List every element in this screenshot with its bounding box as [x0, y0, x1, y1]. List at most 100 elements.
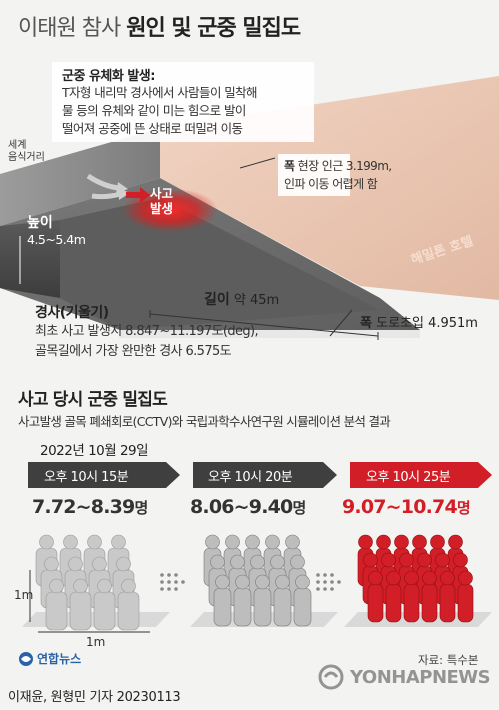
flow-arrow-head-2-icon [118, 188, 130, 200]
person-head [111, 534, 126, 550]
person-head [381, 552, 396, 568]
person-head [270, 554, 285, 570]
person-head [245, 534, 260, 550]
density-title: 사고 당시 군중 밀집도 [18, 390, 168, 410]
transition-dot-icon [330, 573, 334, 577]
person-head [210, 554, 225, 570]
transition-dot-icon [330, 580, 334, 584]
logo-text: 연합뉴스 [37, 652, 82, 666]
transition-dot-icon [316, 573, 320, 577]
transition-dot-icon [323, 580, 327, 584]
slope-line-2: 골목길에서 가장 완만한 경사 6.575도 [35, 344, 232, 359]
person-body [93, 591, 116, 631]
person-head [458, 570, 473, 586]
yonhap-watermark-icon [318, 664, 344, 690]
person-body [293, 587, 312, 627]
person-body [421, 583, 438, 623]
accident-zone [122, 188, 218, 232]
person-head [417, 552, 432, 568]
person-head [394, 534, 409, 550]
person-head [215, 574, 230, 590]
person-body [439, 583, 456, 623]
person-body [213, 587, 232, 627]
person-body [403, 583, 420, 623]
person-body [385, 583, 402, 623]
crowd-fluid-line-1: T자형 내리막 경사에서 사람들이 밀착해 [62, 85, 258, 100]
length-label: 길이 약 45m [204, 289, 279, 309]
slope-head: 경사(기울기) [35, 305, 109, 321]
person-head [295, 574, 310, 590]
person-head [435, 552, 450, 568]
transition-dot-icon [167, 580, 171, 584]
density-range-3: 9.07~10.74 [342, 496, 458, 518]
person-head [275, 574, 290, 590]
road-width-value: 도로초입 4.951m [376, 316, 478, 331]
time-label-3: 오후 10시 25분 [366, 469, 451, 485]
transition-dot-icon [160, 580, 164, 584]
street-label-line-2: 음식거리 [8, 152, 45, 163]
transition-dot-icon [337, 580, 341, 584]
person-body [273, 587, 292, 627]
street-label-line-1: 세계 [8, 140, 27, 151]
source-label: 자료: 특수본 [418, 653, 479, 667]
road-edge [120, 330, 420, 338]
person-head [440, 570, 455, 586]
person-head [290, 554, 305, 570]
transition-dot-icon [330, 587, 334, 591]
yonhap-globe-icon [19, 651, 33, 666]
person-body [367, 583, 384, 623]
person-head [225, 534, 240, 550]
person-head [363, 552, 378, 568]
person-body [45, 591, 68, 631]
density-subtitle: 사고발생 골목 폐쇄회로(CCTV)와 국립과학수사연구원 시뮬레이션 분석 결… [18, 414, 391, 429]
person-head [368, 570, 383, 586]
time-label-1: 오후 10시 15분 [44, 469, 129, 485]
yonhap-watermark: YONHAPNEWS [318, 664, 491, 690]
time-arrows [28, 462, 492, 488]
person-head [399, 552, 414, 568]
person-head [376, 534, 391, 550]
person-head [87, 534, 102, 550]
person-head [430, 534, 445, 550]
flow-arrow-icon [86, 173, 119, 191]
wide-pointer [239, 157, 276, 169]
person-head [453, 552, 468, 568]
person-head [97, 578, 112, 594]
slope-annotation: 경사(기울기) 최초 사고 발생지 8.847~11.197도(deg), 골목… [35, 302, 259, 362]
upper-street [0, 128, 160, 226]
person-body [253, 587, 272, 627]
person-head [404, 570, 419, 586]
person-head [73, 578, 88, 594]
transition-dot-icon [167, 573, 171, 577]
person-head [255, 574, 270, 590]
road-width-head: 폭 [360, 316, 372, 331]
height-label: 높이 4.5~5.4m [27, 212, 86, 247]
person-head [422, 570, 437, 586]
transition-dot-icon [316, 580, 320, 584]
person-head [63, 534, 78, 550]
density-range-1: 7.72~8.39 [32, 496, 135, 518]
person-head [68, 556, 83, 572]
dim-vertical: 1m [14, 588, 34, 602]
title-bold: 원인 및 군중 밀집도 [126, 16, 301, 41]
person-body [233, 587, 252, 627]
person-body [117, 591, 140, 631]
time-arrow-3 [350, 462, 492, 488]
density-value-3: 9.07~10.74명 [342, 496, 471, 518]
dim-horizontal: 1m [86, 635, 106, 649]
density-unit-3: 명 [456, 499, 471, 517]
person-head [448, 534, 463, 550]
accident-label: 사고 발생 [150, 186, 173, 216]
credit-line: 이재윤, 원형민 기자 20230113 [8, 690, 181, 705]
height-head: 높이 [27, 215, 53, 231]
length-head: 길이 [204, 292, 230, 308]
transition-dot-icon [323, 587, 327, 591]
alley-width-line-2: 인파 이동 어렵게 함 [284, 177, 378, 191]
red-arrow-icon [126, 187, 150, 203]
person-head [265, 534, 280, 550]
alley-width-annotation: 폭 현장 인근 3.199m, 인파 이동 어렵게 함 [278, 154, 392, 196]
transition-dot-icon [160, 587, 164, 591]
slope-line-1: 최초 사고 발생지 8.847~11.197도(deg), [35, 324, 259, 339]
density-date: 2022년 10월 29일 [40, 443, 149, 459]
transition-dot-icon [323, 573, 327, 577]
